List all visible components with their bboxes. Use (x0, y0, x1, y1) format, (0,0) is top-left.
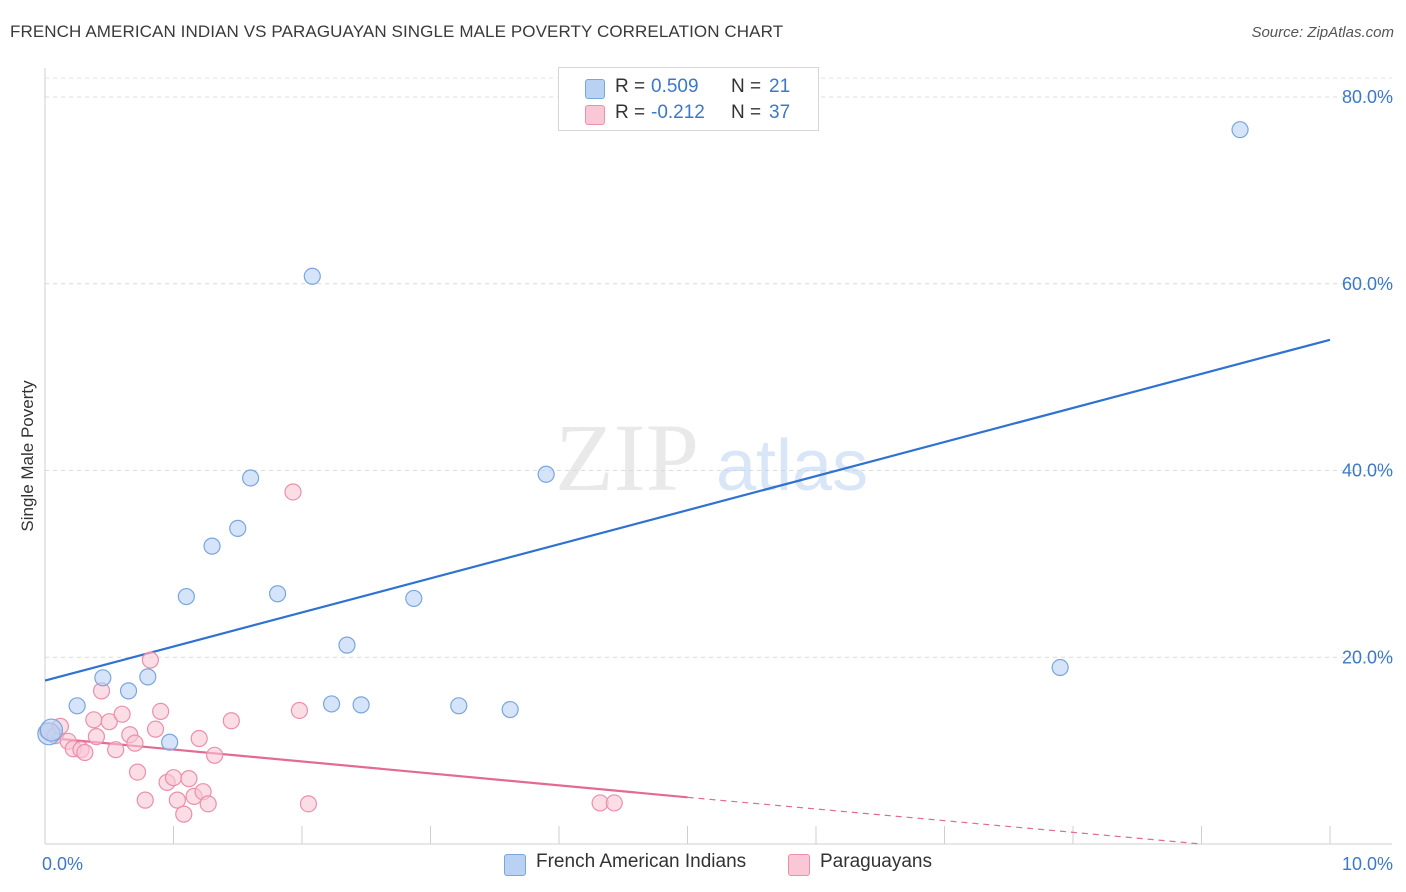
point-paraguayans (128, 763, 147, 781)
point-paraguayans (113, 705, 131, 723)
point-paraguayans (206, 746, 224, 764)
legend-n-value: 37 (769, 102, 791, 123)
bottom-legend-label: French American Indians (536, 851, 747, 872)
point-paraguayans (605, 794, 623, 812)
trend-line-french-american-indians (44, 338, 1331, 682)
legend-n-label: N = (731, 76, 762, 97)
point-french-american-indians (1051, 658, 1069, 677)
bottom-legend-label: Paraguayans (820, 851, 932, 872)
legend-r-value: -0.212 (651, 102, 705, 123)
axes (44, 68, 1392, 845)
chart-title: FRENCH AMERICAN INDIAN VS PARAGUAYAN SIN… (10, 22, 784, 41)
bottom-legend-swatch-pink (788, 854, 810, 876)
point-french-american-indians (1231, 121, 1249, 139)
point-french-american-indians (537, 465, 555, 483)
legend-r-label: R = (615, 102, 646, 123)
trend-line-paraguayans (44, 736, 688, 799)
legend-swatch-pink (585, 105, 605, 125)
watermark-zip: ZIP (555, 404, 699, 511)
point-french-american-indians (450, 697, 468, 715)
point-paraguayans (141, 651, 159, 669)
point-french-american-indians (352, 696, 370, 714)
legend-r-label: R = (615, 76, 646, 97)
point-paraguayans (136, 791, 154, 809)
point-french-american-indians (203, 537, 221, 555)
point-french-american-indians (322, 695, 341, 713)
point-french-american-indians (39, 718, 64, 742)
point-french-american-indians (242, 469, 260, 487)
point-paraguayans (126, 734, 144, 752)
point-french-american-indians (338, 636, 356, 654)
y-tick-label: 60.0% (1342, 274, 1393, 294)
point-paraguayans (180, 770, 198, 788)
point-paraguayans (284, 483, 302, 501)
bottom-legend-swatch-blue (504, 854, 526, 876)
legend-n-label: N = (731, 102, 762, 123)
point-paraguayans (222, 712, 240, 730)
point-french-american-indians (68, 697, 86, 715)
point-french-american-indians (268, 585, 287, 603)
legend-swatch-blue (585, 79, 605, 99)
legend-n-value: 21 (769, 76, 791, 97)
point-paraguayans (299, 795, 318, 813)
x-tick-label: 0.0% (42, 854, 83, 874)
tick-labels: 20.0% 40.0% 60.0% 80.0% 0.0% 10.0% (42, 87, 1393, 874)
y-tick-label: 40.0% (1342, 461, 1393, 481)
source-label: Source: ZipAtlas.com (1251, 24, 1394, 41)
point-paraguayans (107, 741, 125, 759)
y-axis-label: Single Male Poverty (18, 380, 37, 532)
point-paraguayans (199, 795, 217, 813)
point-paraguayans (152, 702, 170, 721)
legend-r-value: 0.509 (651, 76, 699, 97)
point-french-american-indians (161, 733, 179, 751)
grid-lines (45, 77, 1392, 658)
point-paraguayans (190, 729, 208, 748)
point-french-american-indians (229, 519, 247, 537)
data-points (37, 121, 1249, 823)
point-paraguayans (290, 701, 309, 720)
point-paraguayans (100, 713, 118, 731)
point-paraguayans (146, 720, 165, 738)
point-french-american-indians (303, 267, 321, 285)
point-paraguayans (76, 743, 94, 762)
point-paraguayans (164, 769, 183, 787)
point-french-american-indians (139, 668, 157, 686)
point-french-american-indians (501, 700, 519, 719)
point-paraguayans (168, 791, 186, 809)
x-tick-label: 10.0% (1342, 854, 1393, 874)
point-french-american-indians (119, 682, 138, 700)
point-paraguayans (87, 728, 106, 746)
watermark-atlas: atlas (716, 426, 868, 506)
point-french-american-indians (94, 669, 112, 687)
stats-legend: R = 0.509 N = 21 R = -0.212 N = 37 (558, 67, 819, 131)
trend-lines (44, 338, 1331, 845)
trend-line-extension (687, 796, 1202, 845)
point-paraguayans (85, 711, 103, 729)
y-tick-label: 80.0% (1342, 87, 1393, 107)
watermark: ZIP atlas (555, 404, 868, 511)
y-tick-label: 20.0% (1342, 647, 1393, 667)
point-french-american-indians (177, 587, 195, 606)
point-paraguayans (175, 805, 193, 823)
point-french-american-indians (405, 589, 423, 608)
